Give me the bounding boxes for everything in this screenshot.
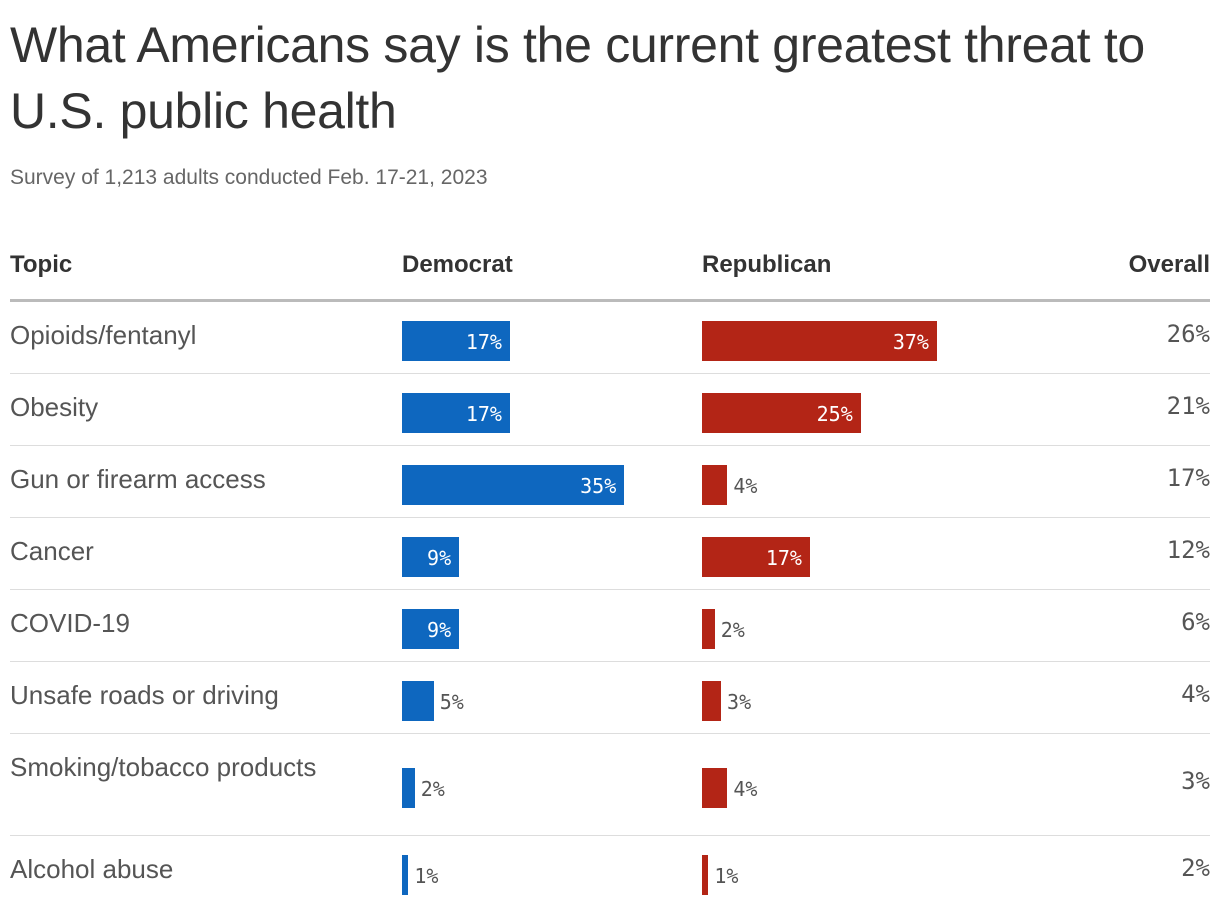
table-row: Opioids/fentanyl 17% 37% 26% [10,302,1210,374]
topic-label: Gun or firearm access [10,464,266,494]
republican-bar [702,855,709,895]
republican-value-label: 37% [892,330,929,354]
republican-value-label: 4% [733,777,758,801]
republican-bar [702,537,810,577]
table-row: Gun or firearm access 35% 4% 17% [10,446,1210,518]
table-row: Obesity 17% 25% 21% [10,374,1210,446]
overall-value: 2% [1181,854,1210,882]
table-row: Smoking/tobacco products 2% 4% 3% [10,734,1210,836]
democrat-value-label: 9% [427,546,452,570]
column-header-overall: Overall [1128,251,1210,278]
democrat-value-label: 5% [439,690,464,714]
republican-bar [702,393,861,433]
column-header-republican: Republican [702,251,832,278]
table-row: Unsafe roads or driving 5% 3% 4% [10,662,1210,734]
democrat-value-label: 17% [465,402,502,426]
republican-value-label: 17% [765,546,802,570]
democrat-bar [402,855,409,895]
topic-label: Cancer [10,536,94,566]
column-header-topic: Topic [10,251,73,278]
republican-bar [702,465,728,505]
topic-label: COVID-19 [10,608,130,638]
overall-value: 12% [1166,536,1210,564]
topic-label: Obesity [10,392,99,422]
overall-value: 17% [1166,464,1210,492]
topic-label: Smoking/tobacco products [10,752,317,782]
table-row: Alcohol abuse 1% 1% 2% [10,836,1210,907]
democrat-value-label: 9% [427,618,452,642]
democrat-bar [402,321,510,361]
democrat-bar [402,393,510,433]
democrat-bar [402,609,460,649]
republican-bar [702,321,937,361]
overall-value: 26% [1166,320,1210,348]
republican-value-label: 25% [816,402,853,426]
table-header: Topic Democrat Republican Overall [10,251,1210,283]
republican-bar [702,768,728,808]
republican-bar [702,681,722,721]
column-header-democrat: Democrat [402,251,513,278]
democrat-value-label: 35% [580,474,617,498]
chart-subtitle: Survey of 1,213 adults conducted Feb. 17… [10,166,488,189]
table-row: Cancer 9% 17% 12% [10,518,1210,590]
republican-value-label: 1% [714,864,739,888]
democrat-value-label: 17% [465,330,502,354]
overall-value: 21% [1166,392,1210,420]
overall-value: 3% [1181,767,1210,795]
democrat-value-label: 1% [414,864,439,888]
overall-value: 6% [1181,608,1210,636]
chart-title: What Americans say is the current greate… [10,17,1145,139]
democrat-bar [402,768,415,808]
republican-bar [702,609,715,649]
topic-label: Opioids/fentanyl [10,320,197,350]
table-row: COVID-19 9% 2% 6% [10,590,1210,662]
democrat-bar [402,537,460,577]
topic-label: Unsafe roads or driving [10,680,279,710]
republican-value-label: 2% [720,618,745,642]
democrat-bar [402,465,625,505]
topic-label: Alcohol abuse [10,854,174,884]
header-divider [10,299,1210,302]
democrat-bar [402,681,434,721]
republican-value-label: 3% [727,690,752,714]
republican-value-label: 4% [733,474,758,498]
democrat-value-label: 2% [420,777,445,801]
overall-value: 4% [1181,680,1210,708]
